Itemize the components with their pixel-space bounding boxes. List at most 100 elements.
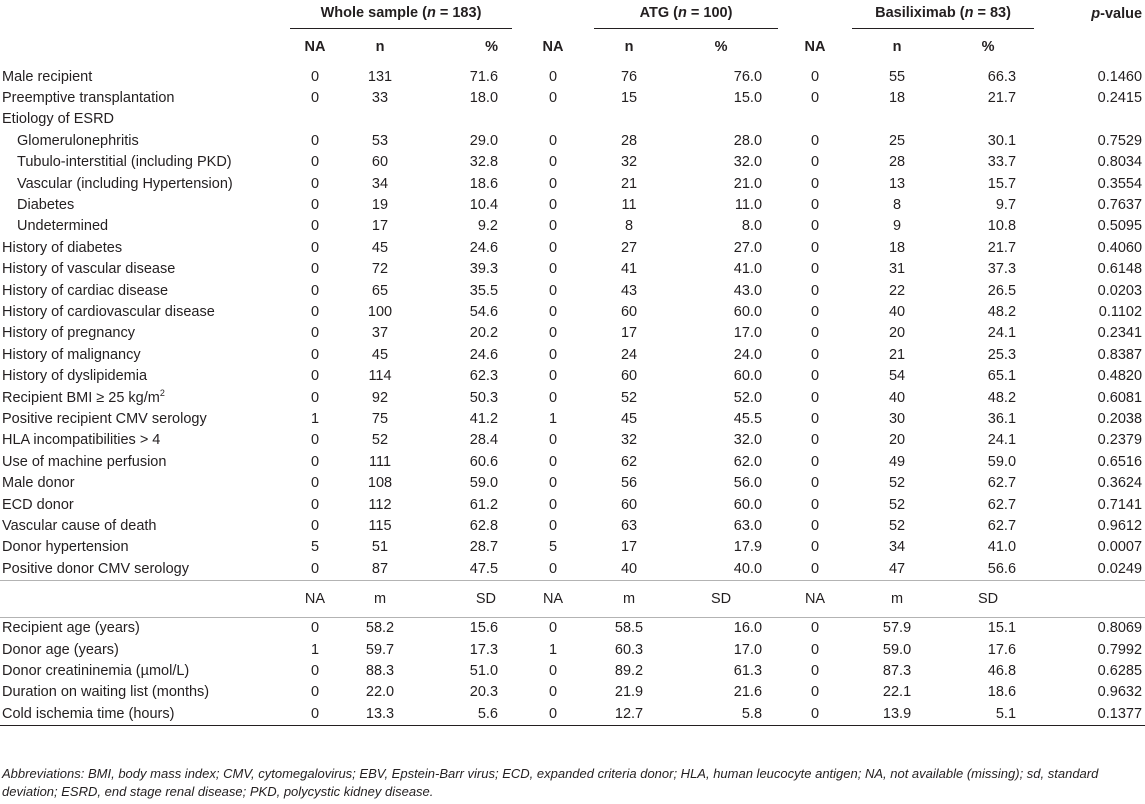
- value-cell: 0: [810, 132, 820, 149]
- value-cell: 32.0: [733, 432, 763, 449]
- col-sd: SD: [664, 580, 779, 619]
- table-row: Vascular cause of death 0 115 62.8 0 63 63.0 0 5…: [0, 516, 1145, 537]
- value-cell: 0: [548, 560, 558, 577]
- value-cell: 112: [368, 496, 392, 513]
- row-label: Male recipient: [0, 67, 290, 88]
- pvalue-cell: 0.8069: [1097, 620, 1143, 637]
- value-cell: 114: [368, 368, 392, 385]
- row-label: Donor hypertension: [0, 537, 290, 558]
- value-cell: 0: [810, 261, 820, 278]
- row-label-text: History of cardiovascular disease: [2, 303, 215, 320]
- table-row: Donor creatininemia (µmol/L) 0 88.3 51.0 0 89…: [0, 661, 1145, 682]
- value-cell: 0: [310, 325, 320, 342]
- value-cell: 59.0: [987, 453, 1017, 470]
- pvalue-cell: 0.9612: [1097, 518, 1143, 535]
- value-cell: 1: [548, 411, 558, 427]
- value-cell: 21: [620, 175, 638, 192]
- value-cell: 65.1: [987, 368, 1017, 385]
- value-cell: 21.9: [614, 684, 644, 701]
- value-cell: 43.0: [733, 282, 763, 299]
- value-cell: 35.5: [469, 282, 499, 299]
- value-cell: 0: [810, 518, 820, 535]
- value-cell: 55: [888, 68, 906, 85]
- row-label-text: Duration on waiting list (months): [2, 684, 210, 701]
- value-cell: 60.0: [733, 496, 763, 513]
- row-label-text: History of vascular disease: [2, 261, 176, 278]
- value-cell: 21.6: [733, 684, 763, 701]
- value-cell: 65: [371, 282, 389, 299]
- row-label: History of pregnancy: [0, 323, 290, 344]
- value-cell: [852, 109, 942, 130]
- value-cell: 0: [810, 453, 820, 470]
- pvalue-cell: 0.1460: [1097, 68, 1143, 85]
- value-cell: 89.2: [614, 663, 644, 680]
- row-label-text: HLA incompatibilities > 4: [2, 432, 161, 449]
- value-cell: 41.0: [733, 261, 763, 278]
- col-n: n: [892, 39, 902, 56]
- row-label-text: History of malignancy: [2, 346, 141, 363]
- value-cell: 0: [310, 239, 320, 256]
- pvalue-cell: 0.8387: [1097, 346, 1143, 363]
- superscript: 2: [159, 387, 165, 398]
- table-row: Male donor 0 108 59.0 0 56 56.0 0 52 62.7 0.3624: [0, 473, 1145, 494]
- pvalue-cell: 0.9632: [1097, 684, 1143, 701]
- value-cell: 1: [310, 641, 320, 658]
- value-cell: 17.9: [733, 539, 763, 556]
- value-cell: 59.0: [882, 641, 912, 658]
- value-cell: 28.0: [733, 132, 763, 149]
- value-cell: 33: [371, 89, 389, 106]
- value-cell: 8: [624, 218, 634, 235]
- value-cell: [512, 109, 594, 130]
- table-row: Donor age (years) 1 59.7 17.3 1 60.3 17.0 0 59.0…: [0, 640, 1145, 661]
- value-cell: 52: [888, 518, 906, 535]
- row-label: History of diabetes: [0, 238, 290, 259]
- value-cell: 15.7: [987, 175, 1017, 192]
- table-row: Male recipient 0 131 71.6 0 76 76.0 0 55 66.3 0.14…: [0, 67, 1145, 88]
- value-cell: 1: [310, 411, 320, 427]
- value-cell: 62.7: [987, 496, 1017, 513]
- value-cell: [664, 109, 778, 130]
- value-cell: 0: [310, 175, 320, 192]
- value-cell: 22.1: [882, 684, 912, 701]
- value-cell: 24.1: [987, 432, 1017, 449]
- row-label-text: Recipient BMI ≥ 25 kg/m: [2, 389, 160, 406]
- row-label-text: History of dyslipidemia: [2, 368, 148, 385]
- value-cell: 0: [548, 684, 558, 701]
- row-label: Vascular (including Hypertension): [0, 174, 290, 195]
- value-cell: 0: [548, 196, 558, 213]
- row-label: History of cardiovascular disease: [0, 302, 290, 323]
- value-cell: 108: [367, 475, 393, 492]
- value-cell: 47: [888, 560, 906, 577]
- group-header-whole: Whole sample (n = 183): [290, 0, 513, 29]
- row-label: Positive donor CMV serology: [0, 559, 290, 581]
- value-cell: 0: [810, 560, 820, 577]
- value-cell: 60.3: [614, 641, 644, 658]
- value-cell: 5.6: [420, 703, 513, 727]
- table-row: Positive donor CMV serology 0 87 47.5 0 40 40.…: [0, 559, 1145, 581]
- row-label-text: Preemptive transplantation: [2, 89, 175, 106]
- value-cell: 5.1: [942, 703, 1035, 727]
- value-cell: 17: [620, 325, 638, 342]
- value-cell: 0: [310, 89, 320, 106]
- row-label: Positive recipient CMV serology: [0, 409, 290, 430]
- value-cell: 32.8: [469, 154, 499, 171]
- value-cell: 0: [810, 175, 820, 192]
- value-cell: 76.0: [733, 68, 763, 85]
- table-row: Tubulo-interstitial (including PKD) 0 60 32…: [0, 152, 1145, 173]
- row-label: Cold ischemia time (hours): [0, 703, 290, 727]
- pvalue-cell: 0.7992: [1097, 641, 1143, 658]
- value-cell: 13.9: [852, 703, 943, 727]
- value-cell: 0: [810, 620, 820, 637]
- pvalue-cell: 0.1377: [1034, 703, 1145, 727]
- value-cell: 62.7: [987, 518, 1017, 535]
- value-cell: [420, 109, 512, 130]
- value-cell: 22: [888, 282, 906, 299]
- table-row: Use of machine perfusion 0 111 60.6 0 62 62.0 0…: [0, 452, 1145, 473]
- value-cell: 0: [810, 303, 820, 320]
- row-label: Donor creatininemia (µmol/L): [0, 661, 290, 682]
- value-cell: 0: [548, 89, 558, 106]
- row-label-text: Donor hypertension: [2, 539, 129, 556]
- pvalue-cell: 0.2379: [1097, 432, 1143, 449]
- table-row: Duration on waiting list (months) 0 22.0 20…: [0, 682, 1145, 703]
